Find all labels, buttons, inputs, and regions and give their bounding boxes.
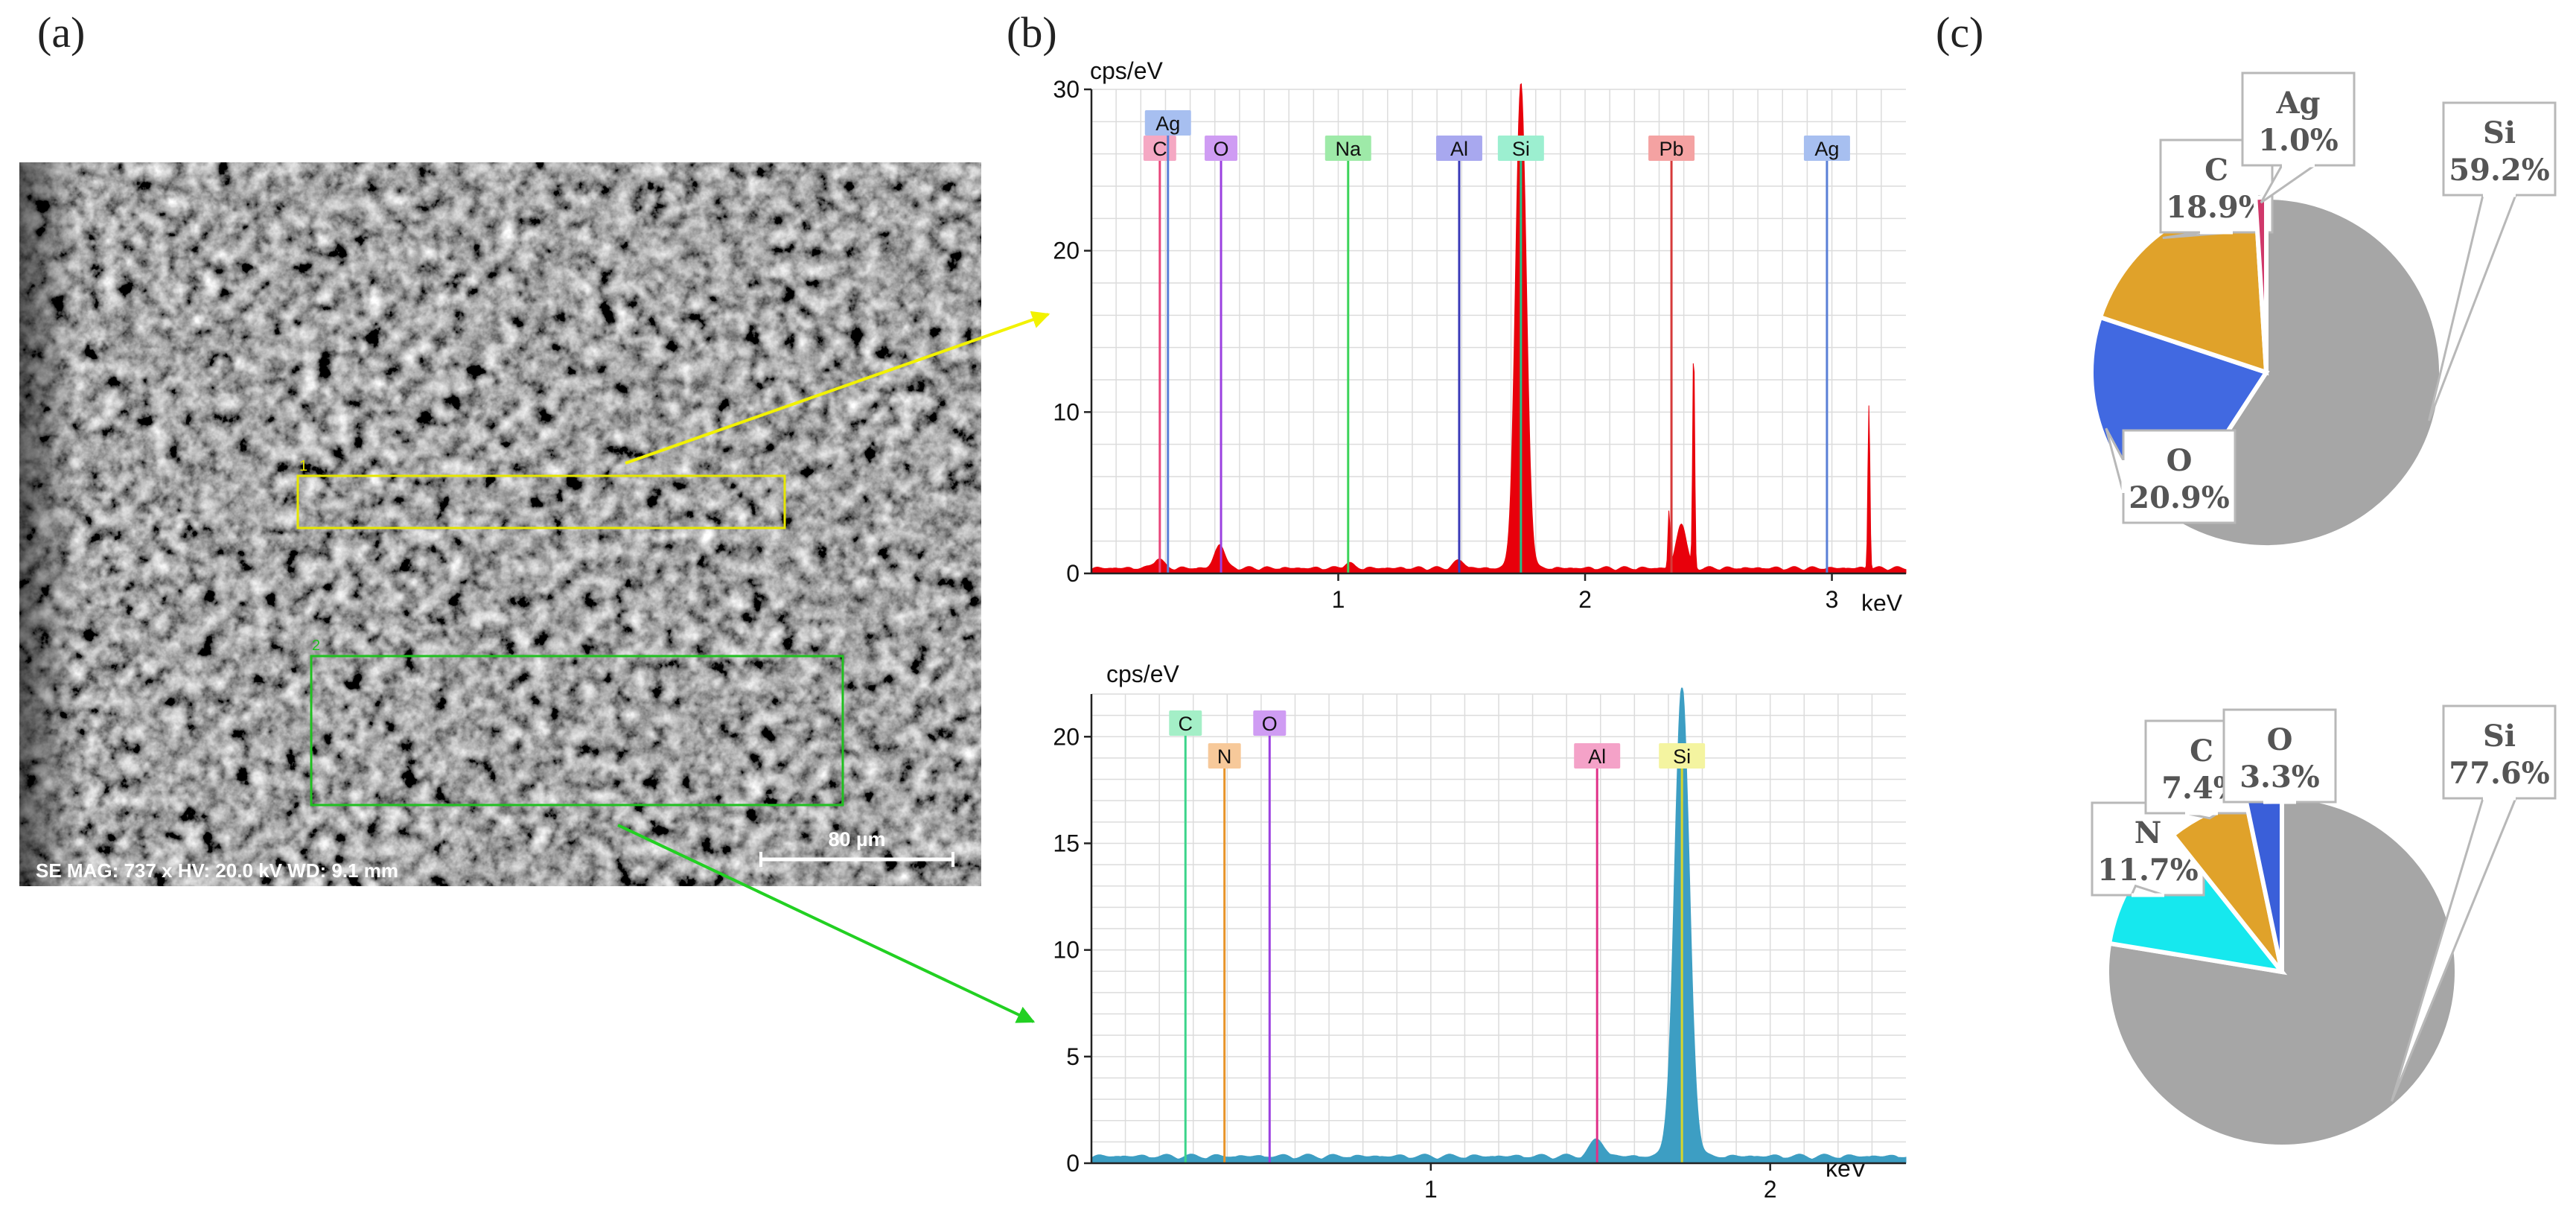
pie-1-value-o: 20.9% — [2129, 480, 2229, 515]
spectrum-2-element-lines: C N O Al Si — [1169, 710, 1706, 1163]
spectrum-2-ylabel: cps/eV — [1106, 661, 1179, 687]
y-tick-label: 20 — [1053, 723, 1080, 750]
region-1-label: 1 — [299, 458, 307, 474]
spectrum-1-axes: 0 10 20 30 1 2 3 — [1053, 76, 1906, 611]
region-2-label: 2 — [312, 637, 320, 654]
element-tag-bg-ag — [1803, 136, 1850, 161]
element-tag-bg-n — [1208, 743, 1241, 769]
y-tick-label: 20 — [1053, 238, 1080, 264]
element-tag-pb: Pb — [1660, 138, 1684, 160]
x-tick-label: 2 — [1764, 1176, 1777, 1203]
panel-label-c: (c) — [1936, 8, 1984, 57]
pie-1-callout-pointer-ag — [2260, 164, 2315, 204]
panel-label-b: (b) — [1007, 8, 1057, 57]
scale-bar-label: 80 µm — [828, 828, 885, 850]
y-tick-label: 10 — [1053, 937, 1080, 964]
eds-spectrum-1: cps/eV keV C Ag O Na Al Si Pb Ag 0 10 20 30 1 2 3 — [1053, 57, 1907, 611]
element-tag-si: Si — [1673, 745, 1691, 768]
element-tag-bg-ag — [1144, 110, 1191, 136]
spectrum-2-grid — [1091, 693, 1906, 1164]
x-tick-label: 1 — [1424, 1176, 1438, 1203]
pie-1-slice-si — [2167, 194, 2443, 550]
element-tag-bg-si — [1497, 136, 1544, 161]
spectrum-1-element-lines: C Ag O Na Al Si Pb Ag — [1143, 110, 1850, 573]
panel-label-a: (a) — [37, 8, 86, 57]
region-1-box — [296, 474, 786, 529]
pie-2-value-n: 11.7% — [2097, 853, 2198, 888]
pie-2-callout-pointer-si — [2391, 798, 2517, 1102]
pie-1-label-si: Si — [2483, 115, 2516, 150]
element-tag-al: Al — [1450, 138, 1468, 160]
pie-2-value-o: 3.3% — [2239, 760, 2320, 795]
pie-1-value-ag: 1.0% — [2258, 123, 2339, 158]
spectrum-1-area — [1091, 83, 1907, 574]
y-tick-label: 15 — [1053, 830, 1080, 856]
region-2-box — [310, 655, 844, 807]
element-tag-o: O — [1262, 713, 1278, 735]
spectrum-1-fill — [1091, 83, 1907, 574]
element-tag-c: C — [1152, 138, 1167, 160]
element-tag-bg-o — [1253, 710, 1287, 736]
y-tick-label: 30 — [1053, 76, 1080, 103]
spectrum-2-axes: 0 5 10 15 20 1 2 — [1053, 694, 1906, 1203]
pie-1-callout-pointer-si — [2428, 194, 2517, 421]
element-tag-bg-na — [1324, 136, 1371, 161]
pie-2-callout-pointer-n — [2130, 884, 2165, 897]
sem-edge-shade — [19, 162, 981, 886]
element-tag-si: Si — [1512, 138, 1530, 160]
pie-2-label-o: O — [2267, 722, 2293, 757]
pie-2-label-si: Si — [2483, 719, 2516, 754]
element-tag-bg-al — [1574, 743, 1621, 769]
element-tag-na: Na — [1336, 138, 1362, 160]
pie-1-callout-box-si — [2442, 101, 2557, 197]
element-tag-bg-al — [1435, 136, 1482, 161]
pie-2-callout-box-o — [2222, 708, 2337, 804]
element-tag-bg-c — [1169, 710, 1202, 736]
element-tag-n: N — [1217, 745, 1232, 768]
spectrum-2-area — [1091, 687, 1907, 1164]
spectrum-1-grid — [1091, 89, 1906, 574]
element-tag-al: Al — [1588, 745, 1606, 768]
element-tag-o: O — [1214, 138, 1229, 160]
y-tick-label: 0 — [1066, 1150, 1080, 1177]
sem-image: 1 2 80 µm SE MAG: 737 x HV: 20.0 kV WD: … — [19, 162, 981, 886]
element-tag-bg-pb — [1648, 136, 1695, 161]
element-tag-c: C — [1179, 713, 1193, 735]
x-tick-label: 3 — [1826, 586, 1839, 611]
pie-2-label-n: N — [2135, 815, 2162, 850]
sem-image-canvas: 1 2 80 µm SE MAG: 737 x HV: 20.0 kV WD: … — [19, 162, 981, 886]
pie-2-label-c: C — [2190, 734, 2213, 769]
element-tag-bg-si — [1659, 743, 1706, 769]
spectrum-1-ylabel: cps/eV — [1090, 57, 1163, 84]
pie-1-label-c: C — [2204, 153, 2228, 188]
x-tick-label: 2 — [1578, 586, 1592, 611]
sem-info-bar: SE MAG: 737 x HV: 20.0 kV WD: 9.1 mm — [36, 859, 398, 882]
pie-1-callout-box-o — [2122, 429, 2237, 524]
pie-1-value-c: 18.9% — [2166, 190, 2266, 225]
pie-1-label-ag: Ag — [2275, 86, 2320, 121]
pie-1-value-si: 59.2% — [2449, 153, 2549, 188]
pie-1-callout-pointer-o — [2105, 427, 2125, 494]
pie-2-value-si: 77.6% — [2449, 756, 2549, 791]
pie-1-label-o: O — [2167, 443, 2193, 478]
pie-2-callout-box-si — [2442, 704, 2557, 800]
element-tag-ag: Ag — [1155, 112, 1180, 135]
spectrum-2-fill — [1091, 687, 1907, 1164]
spectrum-1-xlabel: keV — [1861, 590, 1903, 611]
y-tick-label: 0 — [1066, 560, 1080, 587]
y-tick-label: 10 — [1053, 398, 1080, 425]
element-tag-bg-o — [1205, 136, 1238, 161]
x-tick-label: 1 — [1332, 586, 1345, 611]
y-tick-label: 5 — [1066, 1043, 1080, 1070]
element-tag-ag: Ag — [1814, 138, 1839, 160]
